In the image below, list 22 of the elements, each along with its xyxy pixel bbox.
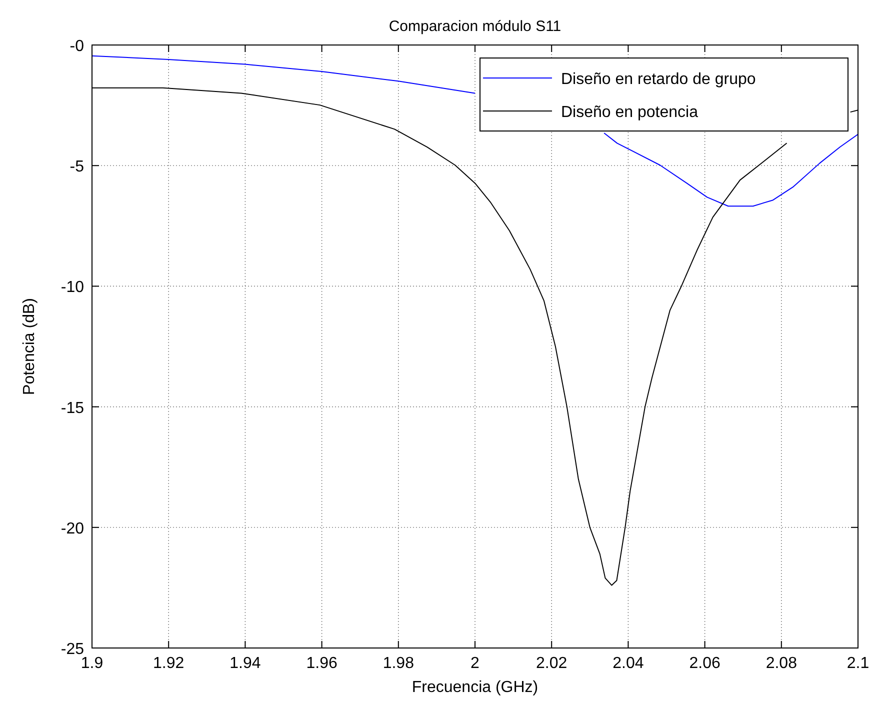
chart-title: Comparacion módulo S11: [388, 18, 562, 35]
x-tick-label: 2.06: [689, 655, 720, 672]
legend-label: Diseño en potencia: [561, 104, 698, 121]
y-tick-label: -25: [60, 641, 84, 658]
x-tick-label: 1.98: [382, 655, 414, 672]
x-tick-label: 2.1: [846, 655, 870, 672]
x-tick-label: 1.94: [230, 655, 261, 672]
y-tick-label: -10: [60, 279, 84, 296]
x-axis-title: Frecuencia (GHz): [412, 679, 538, 696]
x-tick-label: 1.92: [153, 655, 184, 672]
legend-label: Diseño en retardo de grupo: [561, 71, 756, 88]
y-tick-label: -20: [60, 520, 84, 538]
x-tick-label: 2.08: [766, 655, 798, 672]
y-tick-label: -0: [70, 38, 84, 55]
y-tick-label: -5: [70, 158, 84, 176]
y-tick-label: -15: [60, 400, 84, 417]
x-tick-label: 1.9: [80, 655, 104, 672]
x-tick-label: 1.96: [306, 655, 338, 672]
x-tick-label: 2.02: [536, 655, 568, 672]
y-axis-title: Potencia (dB): [21, 298, 38, 395]
x-tick-label: 2.04: [612, 655, 644, 672]
x-tick-label: 2: [470, 655, 480, 672]
